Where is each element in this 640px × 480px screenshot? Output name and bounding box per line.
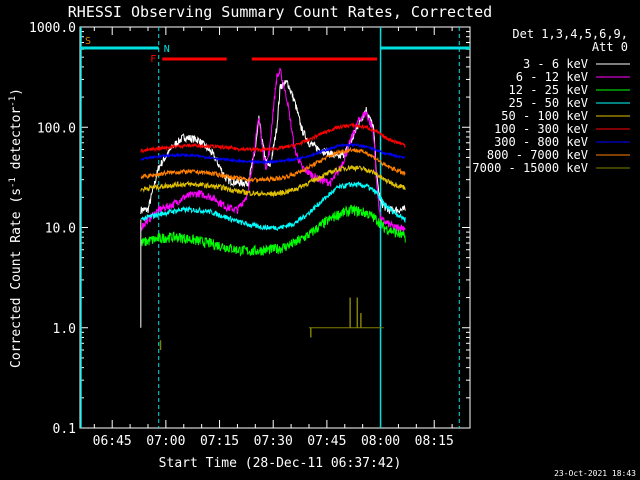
series-line-7 [140,146,406,184]
legend-label: 25 - 50 keV [509,96,588,110]
y-axis-label-main: Corrected Count Rate (s [9,188,24,368]
series-line-3 [140,181,406,232]
x-axis-label: Start Time (28-Dec-11 06:37:42) [159,456,402,471]
x-tick-label: 07:00 [146,434,185,449]
series-line-5 [140,122,406,153]
y-tick-label: 0.1 [53,422,76,437]
x-tick-label: 07:30 [254,434,293,449]
legend-label: 12 - 25 keV [509,83,588,97]
footer-date: 23-Oct-2021 18:43 [554,469,636,478]
y-axis-label-exp2: -1 [8,96,18,107]
y-tick-label: 100.0 [37,121,76,136]
plot-axes: 1000.0 100.0 10.0 1.0 0.1 06:45 07:00 07:15 07:3… [29,21,471,449]
legend-label: 7000 - 15000 keV [472,161,588,175]
x-tick-label: 08:00 [361,434,400,449]
series-line-1 [140,67,406,234]
y-tick-label: 10.0 [45,222,76,237]
legend-label: 3 - 6 keV [523,57,588,71]
legend-label: 800 - 7000 keV [487,148,588,162]
legend-header-attenuator: Att 0 [592,40,628,54]
saa-flag-label: S [85,36,91,47]
legend-label: 100 - 300 keV [494,122,588,136]
night-flag-label: N [164,44,170,55]
y-axis-label-exp1: -1 [8,177,18,188]
series-line-2 [140,204,406,257]
x-tick-label: 08:15 [415,434,454,449]
y-axis-label-end: ) [9,88,24,96]
x-tick-label: 06:45 [93,434,132,449]
legend-label: 300 - 800 keV [494,135,588,149]
legend-label: 6 - 12 keV [516,70,588,84]
legend-header-detectors: Det 1,3,4,5,6,9, [512,27,628,41]
x-tick-label: 07:45 [307,434,346,449]
y-tick-label: 1.0 [53,322,76,337]
flare-flag-label: F [150,54,156,65]
y-tick-label: 1000.0 [29,21,76,36]
flag-bars: S NF [80,27,470,428]
y-axis-label-mid: detector [9,107,24,178]
series-line-6 [140,142,406,165]
series-line-4 [140,165,406,198]
legend-label: 50 - 100 keV [501,109,588,123]
data-series [140,67,406,350]
y-axis-label: Corrected Count Rate (s-1 detector-1) [8,88,24,368]
chart-title: RHESSI Observing Summary Count Rates, Co… [68,3,492,21]
x-tick-label: 07:15 [200,434,239,449]
